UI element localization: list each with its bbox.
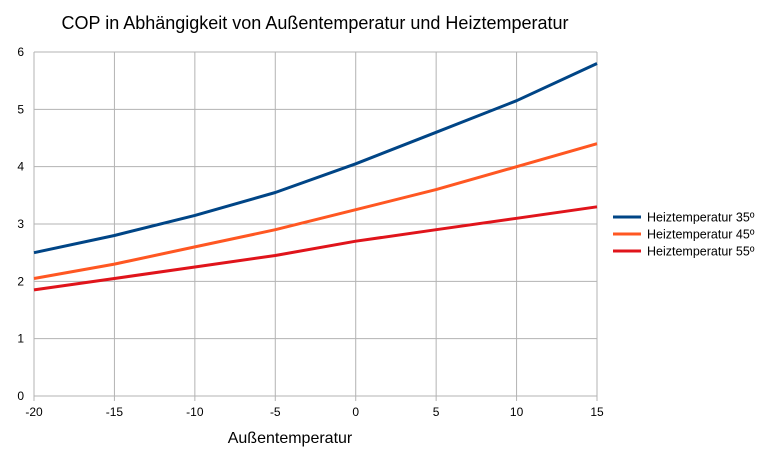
y-tick-label: 6 — [17, 45, 24, 59]
y-tick-label: 0 — [17, 389, 24, 403]
axes — [33, 52, 598, 401]
x-tick-label: 15 — [590, 405, 604, 419]
y-tick-label: 1 — [17, 332, 24, 346]
x-tick-label: 5 — [433, 405, 440, 419]
series-lines — [33, 62, 598, 292]
series-line-3 — [33, 205, 598, 292]
x-tick-label: -20 — [25, 405, 43, 419]
y-tick-label: 3 — [17, 217, 24, 231]
x-tick-label: 0 — [352, 405, 359, 419]
legend-entry-label: Heiztemperatur 55º — [647, 245, 755, 259]
x-axis-label: Außentemperatur — [228, 430, 353, 447]
legend-entry-label: Heiztemperatur 35º — [647, 211, 755, 225]
series-line-2 — [33, 142, 598, 280]
x-axis-ticks: -20 -15 -10 -5 0 5 10 15 — [25, 405, 604, 419]
grid-lines — [34, 51, 598, 396]
y-axis-ticks: 0 1 2 3 4 5 6 — [17, 45, 24, 403]
y-tick-label: 2 — [17, 274, 24, 288]
x-tick-label: 10 — [510, 405, 524, 419]
x-tick-label: -5 — [270, 405, 281, 419]
x-tick-label: -10 — [186, 405, 204, 419]
y-tick-label: 5 — [17, 102, 24, 116]
series-line-1 — [33, 62, 598, 255]
legend-entry-label: Heiztemperatur 45º — [647, 228, 755, 242]
x-tick-label: -15 — [106, 405, 124, 419]
chart-title: COP in Abhängigkeit von Außentemperatur … — [62, 13, 569, 33]
legend: Heiztemperatur 35º Heiztemperatur 45º Heiz… — [613, 211, 755, 259]
y-tick-label: 4 — [17, 160, 24, 174]
